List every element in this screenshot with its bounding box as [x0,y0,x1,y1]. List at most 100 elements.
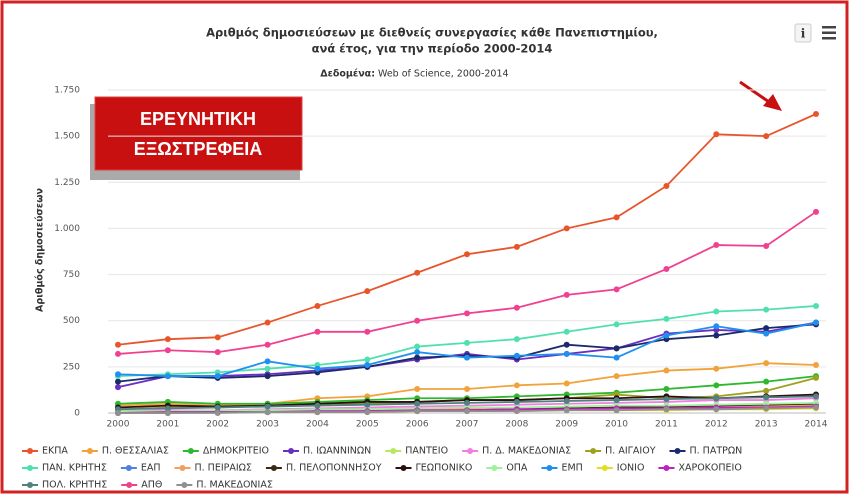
legend-swatch [467,448,474,454]
marker [264,403,271,410]
legend-label: ΕΚΠΑ [42,446,68,457]
marker [813,362,819,369]
legend-item: Π. ΠΕΛΟΠΟΝΝΗΣΟΥ [265,463,382,474]
x-tick-label: 2006 [406,420,429,430]
badge-text: ΕΡΕΥΝΗΤΙΚΗ [140,109,256,129]
marker [613,321,620,328]
marker [364,362,371,369]
info-button[interactable]: i [794,23,812,43]
legend-swatch [27,448,33,454]
marker [513,408,520,415]
legend-swatch [491,465,498,471]
marker [513,336,520,343]
series [115,360,819,409]
legend-swatch [126,482,133,488]
legend-item: Π. ΙΩΑΝΝΙΝΩΝ [283,446,371,457]
y-tick-label: 250 [63,362,80,372]
legend-swatch [390,448,397,454]
menu-button[interactable] [822,26,836,40]
marker [115,371,121,378]
marker [464,310,470,317]
marker [813,374,819,381]
marker [314,409,321,416]
marker [464,399,470,406]
legend-item: ΕΜΠ [541,463,583,474]
marker [813,319,819,326]
marker [763,405,770,412]
legend-label: ΟΠΑ [506,463,528,474]
marker [563,341,570,348]
marker [364,401,371,408]
marker [513,382,520,389]
legend-item: Π. ΠΑΤΡΩΝ [669,446,742,457]
badge [94,96,303,171]
marker [713,382,720,389]
marker [414,408,421,415]
y-tick-label: 0 [74,409,80,419]
marker [414,386,421,393]
marker [364,409,371,416]
marker [464,386,470,393]
marker [813,208,819,215]
legend-item: ΠΑΝΤΕΙΟ [385,446,448,457]
marker [314,302,321,309]
marker [513,243,520,250]
legend-swatch [270,465,277,471]
series [115,404,819,416]
marker [813,393,819,400]
x-tick-label: 2000 [107,420,130,430]
legend-item: ΠΑΝ. ΚΡΗΤΗΣ [22,463,107,474]
svg-text:i: i [801,27,806,41]
marker [663,406,670,413]
legend-item: ΑΠΘ [121,480,162,491]
legend-swatch [674,448,681,454]
x-tick-label: 2005 [356,420,379,430]
marker [164,347,171,354]
x-tick-label: 2002 [206,420,229,430]
marker [214,373,221,380]
legend-swatch [590,448,597,454]
marker [563,291,570,298]
legend-label: ΑΠΘ [141,480,162,491]
legend-swatch [288,448,295,454]
marker [763,378,770,385]
marker [563,328,570,335]
marker [364,288,371,295]
legend-item: ΕΑΠ [120,463,161,474]
marker [414,269,421,276]
marker [763,306,770,313]
marker [713,365,720,372]
series [115,319,819,380]
series [115,110,819,348]
legend-label: Π. Δ. ΜΑΚΕΔΟΝΙΑΣ [482,446,571,457]
legend-label: ΠΟΛ. ΚΡΗΤΗΣ [42,480,107,491]
legend-label: Π. ΙΩΑΝΝΙΝΩΝ [303,446,371,457]
marker [115,350,121,357]
series [115,393,819,413]
marker [364,328,371,335]
marker [115,410,121,416]
marker [164,410,171,416]
marker [314,402,321,409]
marker [713,242,720,249]
y-tick-label: 1.750 [54,86,80,96]
legend-label: Π. ΘΕΣΣΑΛΙΑΣ [102,446,169,457]
legend-label: ΓΕΩΠΟΝΙΚΟ [416,463,473,474]
marker [763,242,770,249]
marker [314,365,321,372]
marker [613,397,620,404]
legend-item: ΠΟΛ. ΚΡΗΤΗΣ [22,480,107,491]
marker [264,358,271,365]
marker [763,133,770,140]
legend-item: Π. Δ. ΜΑΚΕΔΟΝΙΑΣ [462,446,571,457]
marker [763,394,770,401]
legend-item: ΧΑΡΟΚΟΠΕΙΟ [658,463,742,474]
marker [613,407,620,414]
marker [164,336,171,343]
marker [364,356,371,363]
x-tick-label: 2014 [805,420,828,430]
marker [214,349,221,356]
legend-item: ΓΕΩΠΟΝΙΚΟ [395,463,473,474]
marker [464,354,470,361]
